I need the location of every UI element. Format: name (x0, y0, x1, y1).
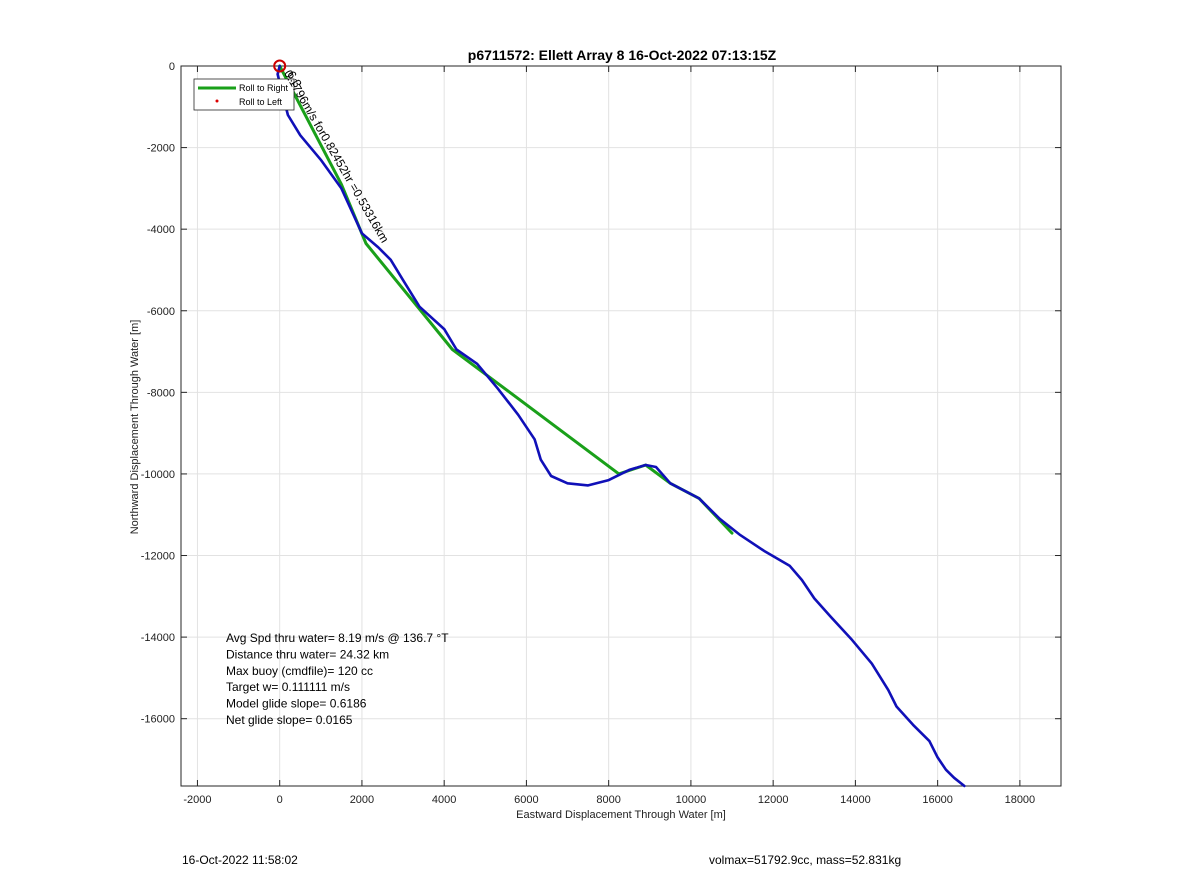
x-tick-label: -2000 (183, 794, 211, 806)
stats-annotations: Avg Spd thru water= 8.19 m/s @ 136.7 °T … (226, 631, 449, 727)
series-group (276, 64, 966, 788)
x-tick-label: 6000 (514, 794, 538, 806)
y-tick-label: -8000 (147, 387, 175, 399)
x-tick-label: 8000 (596, 794, 620, 806)
y-tick-label: -12000 (141, 551, 175, 563)
x-tick-label: 0 (277, 794, 283, 806)
legend-swatch-roll-left (215, 99, 219, 103)
legend-label-roll-left: Roll to Left (239, 97, 283, 107)
legend-label-roll-right: Roll to Right (239, 83, 289, 93)
plot-area (180, 65, 1062, 787)
x-tick-label: 12000 (758, 794, 789, 806)
annotation-model-glide-slope: Model glide slope= 0.6186 (226, 697, 367, 711)
series-line-green (278, 64, 734, 535)
y-tick-label: -6000 (147, 306, 175, 318)
y-axis: 0 -2000 -4000 -6000 -8000 -10000 -12000 -14000 -… (141, 61, 1061, 726)
legend: Roll to Right Roll to Left (193, 78, 295, 111)
annotation-net-glide-slope: Net glide slope= 0.0165 (226, 713, 353, 727)
y-axis-label: Northward Displacement Through Water [m] (129, 320, 141, 535)
annotation-max-buoy: Max buoy (cmdfile)= 120 cc (226, 664, 373, 678)
y-tick-label: -2000 (147, 143, 175, 155)
chart-title: p6711572: Ellett Array 8 16-Oct-2022 07:… (468, 47, 777, 63)
x-axis-label: Eastward Displacement Through Water [m] (516, 809, 726, 821)
x-tick-label: 14000 (840, 794, 871, 806)
footer-mass-info: volmax=51792.9cc, mass=52.831kg (709, 853, 902, 867)
annotation-target-w: Target w= 0.111111 m/s (226, 680, 350, 694)
y-tick-label: 0 (169, 61, 175, 73)
x-tick-label: 10000 (676, 794, 707, 806)
y-tick-label: -10000 (141, 469, 175, 481)
legend-box (193, 78, 295, 111)
x-tick-label: 2000 (350, 794, 374, 806)
start-marker (273, 59, 287, 73)
x-tick-label: 18000 (1005, 794, 1036, 806)
x-tick-label: 4000 (432, 794, 456, 806)
y-tick-label: -14000 (141, 632, 175, 644)
grid (181, 65, 1061, 786)
start-marker-group (273, 59, 287, 73)
segment-label: 0.1796m/s for0.82452hr =0.53316km (281, 68, 392, 246)
x-axis: -2000 0 2000 4000 6000 8000 10000 12000 14000 160… (183, 66, 1035, 806)
annotation-avg-speed: Avg Spd thru water= 8.19 m/s @ 136.7 °T (226, 631, 449, 645)
footer-timestamp: 16-Oct-2022 11:58:02 (182, 853, 298, 867)
y-tick-label: -16000 (141, 714, 175, 726)
y-tick-label: -4000 (147, 224, 175, 236)
annotation-distance: Distance thru water= 24.32 km (226, 647, 389, 661)
series-line-blue (276, 64, 966, 788)
x-tick-label: 16000 (922, 794, 953, 806)
